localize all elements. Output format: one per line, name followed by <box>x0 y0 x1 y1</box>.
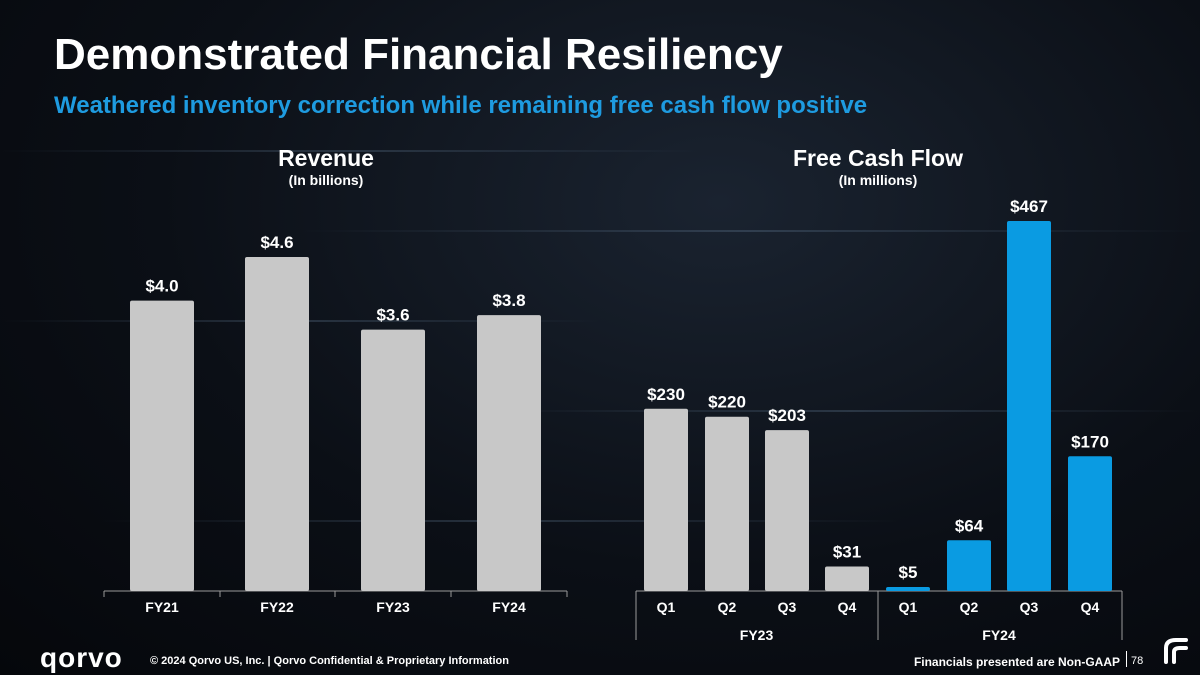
revenue-bar <box>477 315 541 591</box>
slide-title: Demonstrated Financial Resiliency <box>54 30 783 79</box>
revenue-bar-label: $4.6 <box>260 233 293 252</box>
revenue-x-label: FY22 <box>260 599 294 615</box>
revenue-bar <box>130 300 194 591</box>
revenue-bar <box>245 257 309 591</box>
fcf-chart: $230 Q1 $220 Q2 $203 Q3 $31 Q4 FY23 $5 Q1 $64 Q2 $467… <box>635 197 1123 643</box>
fcf-x-label: Q1 <box>657 599 676 615</box>
fcf-bar <box>705 416 749 591</box>
fcf-bar-label: $64 <box>955 516 984 535</box>
revenue-x-label: FY21 <box>145 599 179 615</box>
fcf-bar <box>1068 456 1112 591</box>
fcf-bar <box>947 540 991 591</box>
fcf-bar-label: $230 <box>647 385 685 404</box>
fcf-bar-label: $170 <box>1071 432 1109 451</box>
revenue-x-label: FY24 <box>492 599 526 615</box>
fcf-x-label: Q4 <box>838 599 857 615</box>
corner-logo-icon <box>1164 638 1188 664</box>
fcf-x-label: Q4 <box>1081 599 1100 615</box>
revenue-bar <box>361 329 425 591</box>
slide-subtitle: Weathered inventory correction while rem… <box>54 92 868 119</box>
fcf-bar-label: $220 <box>708 393 746 412</box>
page-separator <box>1126 651 1127 667</box>
fcf-x-label: Q2 <box>960 599 979 615</box>
page-number: 78 <box>1131 655 1144 667</box>
fcf-group-label: FY24 <box>982 627 1016 643</box>
revenue-bar-label: $3.6 <box>376 306 409 325</box>
revenue-chart-subtitle: (In billions) <box>288 172 364 188</box>
revenue-bar-label: $4.0 <box>145 277 178 296</box>
fcf-bar <box>765 430 809 591</box>
revenue-chart: $4.0 FY21 $4.6 FY22 $3.6 FY23 $3.8 FY24 <box>103 233 568 615</box>
fcf-bar <box>644 408 688 591</box>
fcf-bar-label: $5 <box>899 563 918 582</box>
fcf-x-label: Q2 <box>718 599 737 615</box>
fcf-bar-label: $467 <box>1010 197 1048 216</box>
non-gaap-note: Financials presented are Non-GAAP <box>913 655 1120 669</box>
revenue-x-label: FY23 <box>376 599 410 615</box>
fcf-bar-label: $31 <box>833 542 861 561</box>
qorvo-logo: qorvo <box>40 642 123 673</box>
fcf-bar <box>1007 221 1051 591</box>
fcf-group-label: FY23 <box>740 627 774 643</box>
revenue-chart-title: Revenue <box>278 145 374 171</box>
fcf-x-label: Q3 <box>1020 599 1039 615</box>
fcf-x-label: Q1 <box>899 599 918 615</box>
fcf-bar-label: $203 <box>768 406 806 425</box>
revenue-bar-label: $3.8 <box>492 291 525 310</box>
fcf-bar <box>886 587 930 591</box>
fcf-x-label: Q3 <box>778 599 797 615</box>
fcf-chart-title: Free Cash Flow <box>793 145 963 171</box>
fcf-bar <box>825 566 869 591</box>
fcf-chart-subtitle: (In millions) <box>838 172 918 188</box>
copyright-text: © 2024 Qorvo US, Inc. | Qorvo Confidenti… <box>150 655 509 667</box>
